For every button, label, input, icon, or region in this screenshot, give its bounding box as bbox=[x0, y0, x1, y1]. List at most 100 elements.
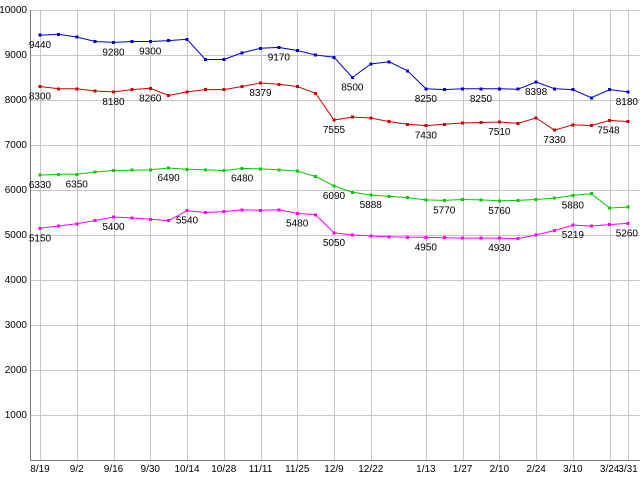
series-blue-marker bbox=[406, 69, 409, 73]
series-green-point-label: 6330 bbox=[29, 180, 52, 191]
series-magenta-marker bbox=[203, 211, 207, 214]
series-red-point-label: 7330 bbox=[543, 135, 566, 146]
series-green-point-label: 5760 bbox=[488, 206, 511, 217]
series-red-marker bbox=[534, 116, 538, 120]
series-green-marker bbox=[259, 167, 262, 171]
series-green-marker bbox=[167, 166, 171, 170]
series-magenta-marker bbox=[314, 213, 318, 217]
series-green-marker bbox=[75, 172, 79, 176]
series-blue-marker bbox=[56, 32, 60, 36]
series-green-point-label: 5770 bbox=[433, 205, 456, 216]
series-magenta-marker bbox=[222, 210, 226, 214]
series-blue-marker bbox=[626, 90, 630, 94]
x-tick-label: 9/2 bbox=[70, 464, 84, 475]
series-green-marker bbox=[387, 194, 391, 198]
series-blue-point-label: 8180 bbox=[616, 97, 639, 108]
series-red-marker bbox=[479, 121, 483, 124]
series-magenta-point-label: 5219 bbox=[562, 230, 585, 241]
series-red-point-label: 8260 bbox=[139, 93, 162, 104]
series-green-marker bbox=[534, 197, 538, 201]
series-magenta-marker bbox=[295, 211, 299, 215]
series-red-marker bbox=[626, 120, 630, 124]
series-green-marker bbox=[56, 172, 60, 176]
series-magenta-point-label: 5540 bbox=[176, 216, 199, 227]
series-red-marker bbox=[203, 88, 207, 92]
series-green-marker bbox=[314, 175, 318, 178]
series-red-marker bbox=[424, 124, 428, 128]
series-blue-marker bbox=[130, 40, 134, 43]
series-magenta-marker bbox=[130, 216, 134, 220]
series-blue-marker bbox=[203, 58, 207, 61]
series-blue-point-label: 9280 bbox=[102, 47, 125, 58]
series-green-marker bbox=[277, 168, 281, 172]
x-tick-label: 1/13 bbox=[416, 464, 436, 475]
series-blue-marker bbox=[479, 87, 483, 91]
series-magenta-marker bbox=[442, 236, 446, 240]
y-tick-label: 7000 bbox=[5, 140, 28, 151]
series-green-marker bbox=[369, 193, 373, 197]
y-tick-label: 6000 bbox=[5, 185, 28, 196]
series-blue-point-label: 9170 bbox=[268, 52, 291, 63]
series-magenta-marker bbox=[75, 222, 79, 226]
series-red-marker bbox=[56, 87, 60, 91]
y-tick-label: 5000 bbox=[5, 230, 28, 241]
series-magenta-point-label: 5050 bbox=[323, 238, 346, 249]
series-blue-marker bbox=[259, 46, 262, 50]
x-tick-label: 2/10 bbox=[490, 464, 510, 475]
series-green-marker bbox=[185, 167, 189, 171]
series-magenta-marker bbox=[553, 229, 556, 232]
series-green-marker bbox=[350, 190, 354, 194]
series-red-marker bbox=[314, 91, 318, 95]
series-magenta-point-label: 5150 bbox=[29, 233, 52, 244]
series-green-marker bbox=[222, 169, 226, 173]
series-green-point-label: 6350 bbox=[66, 179, 89, 190]
series-green-marker bbox=[406, 196, 409, 200]
series-blue-marker bbox=[314, 53, 318, 57]
y-tick-label: 1000 bbox=[5, 410, 28, 421]
series-magenta-point-label: 4930 bbox=[488, 243, 511, 254]
series-red-marker bbox=[222, 88, 226, 92]
series-red-marker bbox=[332, 118, 336, 122]
x-tick-label: 10/14 bbox=[174, 464, 199, 475]
x-tick-label: 8/19 bbox=[30, 464, 50, 475]
series-magenta-marker bbox=[350, 233, 354, 237]
series-magenta-point-label: 5400 bbox=[102, 222, 125, 233]
series-red-marker bbox=[589, 124, 593, 128]
series-red-marker bbox=[461, 121, 465, 125]
series-red-marker bbox=[93, 89, 97, 93]
series-red-marker bbox=[112, 90, 115, 94]
series-magenta-marker bbox=[167, 219, 171, 223]
y-tick-label: 10000 bbox=[0, 5, 27, 16]
series-red-marker bbox=[608, 118, 612, 122]
x-tick-label: 3/24 bbox=[600, 464, 620, 475]
series-green-point-label: 6090 bbox=[323, 191, 346, 202]
series-green-marker bbox=[112, 169, 115, 173]
series-blue-marker bbox=[222, 58, 226, 61]
series-magenta-marker bbox=[406, 235, 409, 239]
y-tick-label: 4000 bbox=[5, 275, 28, 286]
series-blue-marker bbox=[240, 51, 244, 55]
x-tick-label: 9/16 bbox=[104, 464, 124, 475]
series-magenta-marker bbox=[240, 208, 244, 212]
x-tick-label: 11/25 bbox=[285, 464, 310, 475]
series-green-marker bbox=[589, 192, 593, 196]
series-green-marker bbox=[130, 168, 134, 172]
series-blue-marker bbox=[589, 96, 593, 100]
series-blue-point-label: 8250 bbox=[415, 94, 438, 105]
x-tick-label: 12/9 bbox=[324, 464, 344, 475]
series-red-point-label: 7510 bbox=[488, 127, 511, 138]
series-magenta-marker bbox=[589, 224, 593, 228]
series-red-point-label: 7555 bbox=[323, 125, 346, 136]
series-magenta-marker bbox=[479, 236, 483, 240]
series-magenta-marker bbox=[185, 209, 189, 213]
series-green-marker bbox=[516, 198, 520, 202]
series-blue-marker bbox=[461, 87, 465, 91]
series-magenta-marker bbox=[93, 219, 97, 223]
series-red-point-label: 7548 bbox=[597, 125, 620, 136]
series-magenta-marker bbox=[608, 223, 612, 227]
series-red-marker bbox=[277, 82, 281, 86]
series-red-marker bbox=[350, 115, 354, 119]
series-magenta-marker bbox=[56, 224, 60, 228]
